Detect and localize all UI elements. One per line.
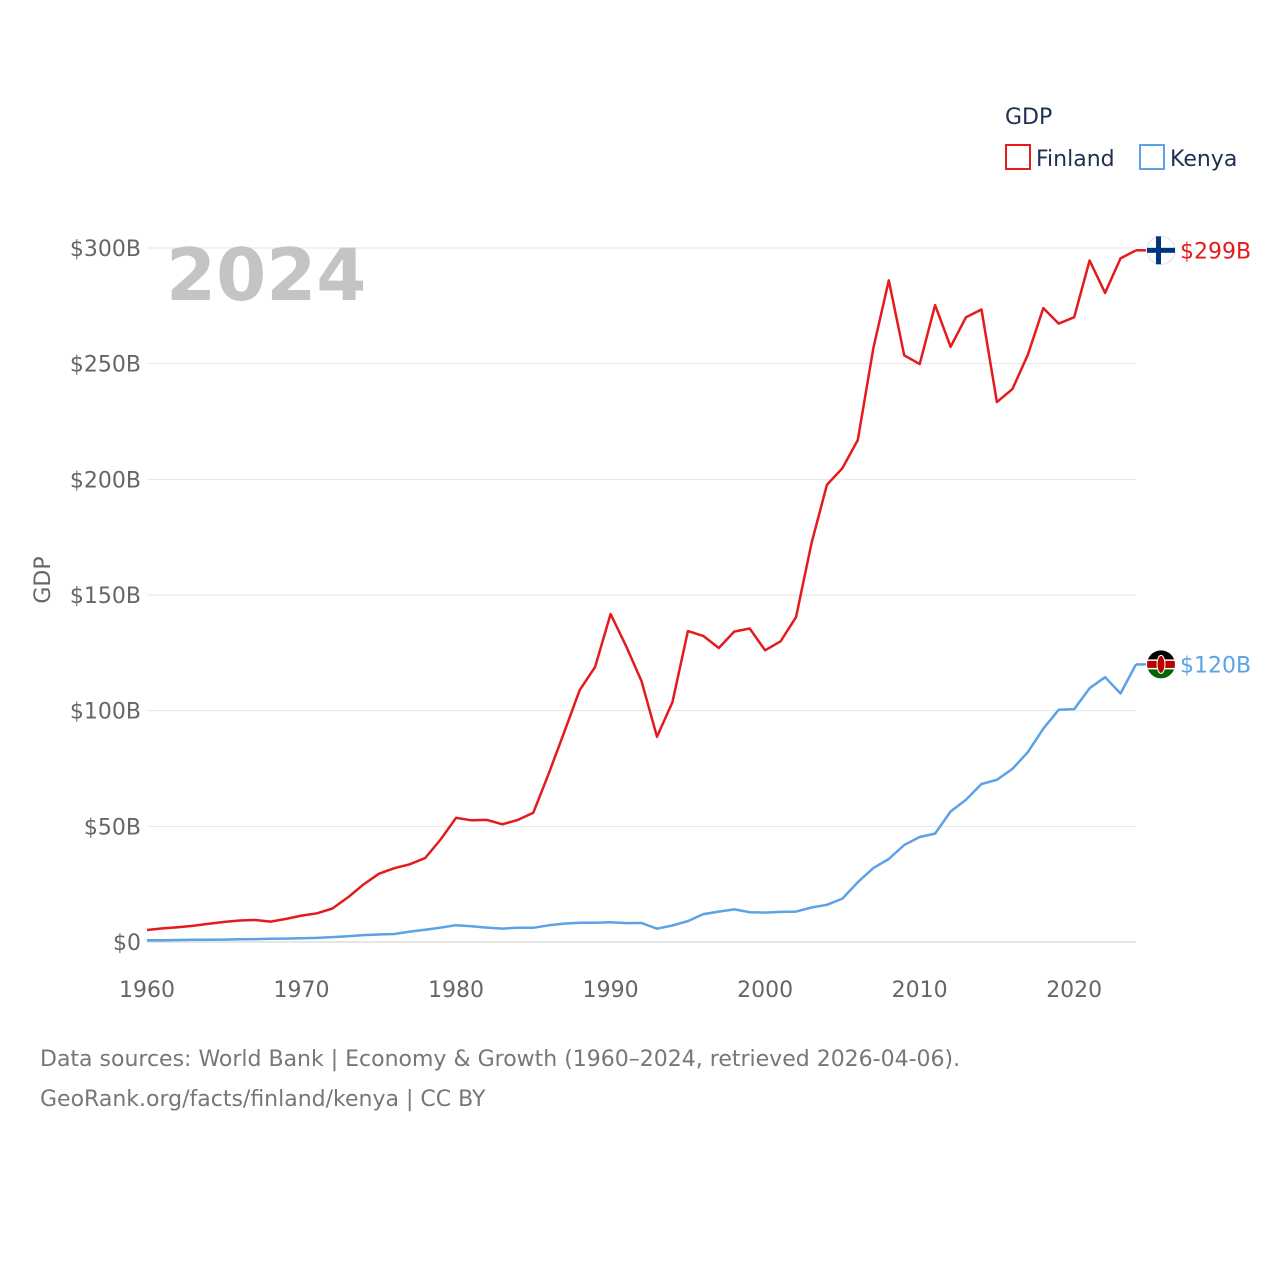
data-sources-text: Data sources: World Bank | Economy & Gro… — [40, 1047, 961, 1072]
series-line-kenya — [147, 663, 1138, 942]
x-tick-label: 1980 — [428, 978, 484, 1003]
y-axis-title: GDP — [31, 556, 56, 603]
x-tick-label: 2020 — [1046, 978, 1102, 1003]
y-tick-label: $250B — [70, 353, 141, 378]
series-line-finland — [146, 249, 1137, 932]
series-end-markers: $299B $120B — [1136, 235, 1251, 679]
gridlines — [147, 247, 1136, 943]
legend-swatch-kenya — [1139, 144, 1165, 170]
legend-item-kenya[interactable]: Kenya — [1139, 144, 1237, 172]
x-tick-label: 1970 — [274, 978, 330, 1003]
y-axis: $0 $50B $100B $150B $200B $250B $300B — [70, 237, 141, 956]
legend-item-finland[interactable]: Finland — [1005, 144, 1115, 172]
kenya-flag-icon — [1147, 650, 1175, 679]
x-tick-label: 2000 — [737, 978, 793, 1003]
y-tick-label: $200B — [70, 468, 141, 493]
year-watermark: 2024 — [166, 233, 366, 317]
x-tick-label: 1990 — [583, 978, 639, 1003]
y-tick-label: $0 — [113, 931, 141, 956]
end-value-label-finland: $299B — [1180, 239, 1251, 264]
finland-flag-icon — [1146, 235, 1176, 265]
legend-label-finland: Finland — [1036, 147, 1115, 172]
legend-title: GDP — [1005, 105, 1052, 130]
source-link-text[interactable]: GeoRank.org/facts/finland/kenya | CC BY — [40, 1087, 486, 1112]
y-tick-label: $300B — [70, 237, 141, 262]
legend-label-kenya: Kenya — [1170, 147, 1237, 172]
legend: GDP Finland Kenya — [1005, 105, 1237, 172]
footer: Data sources: World Bank | Economy & Gro… — [40, 1040, 960, 1120]
y-tick-label: $150B — [70, 584, 141, 609]
y-tick-label: $50B — [84, 815, 141, 840]
x-axis: 1960 1970 1980 1990 2000 2010 2020 — [119, 978, 1102, 1003]
y-tick-label: $100B — [70, 700, 141, 725]
x-tick-label: 2010 — [892, 978, 948, 1003]
x-tick-label: 1960 — [119, 978, 175, 1003]
end-value-label-kenya: $120B — [1180, 653, 1251, 678]
series-lines — [146, 249, 1138, 942]
legend-swatch-finland — [1005, 144, 1031, 170]
